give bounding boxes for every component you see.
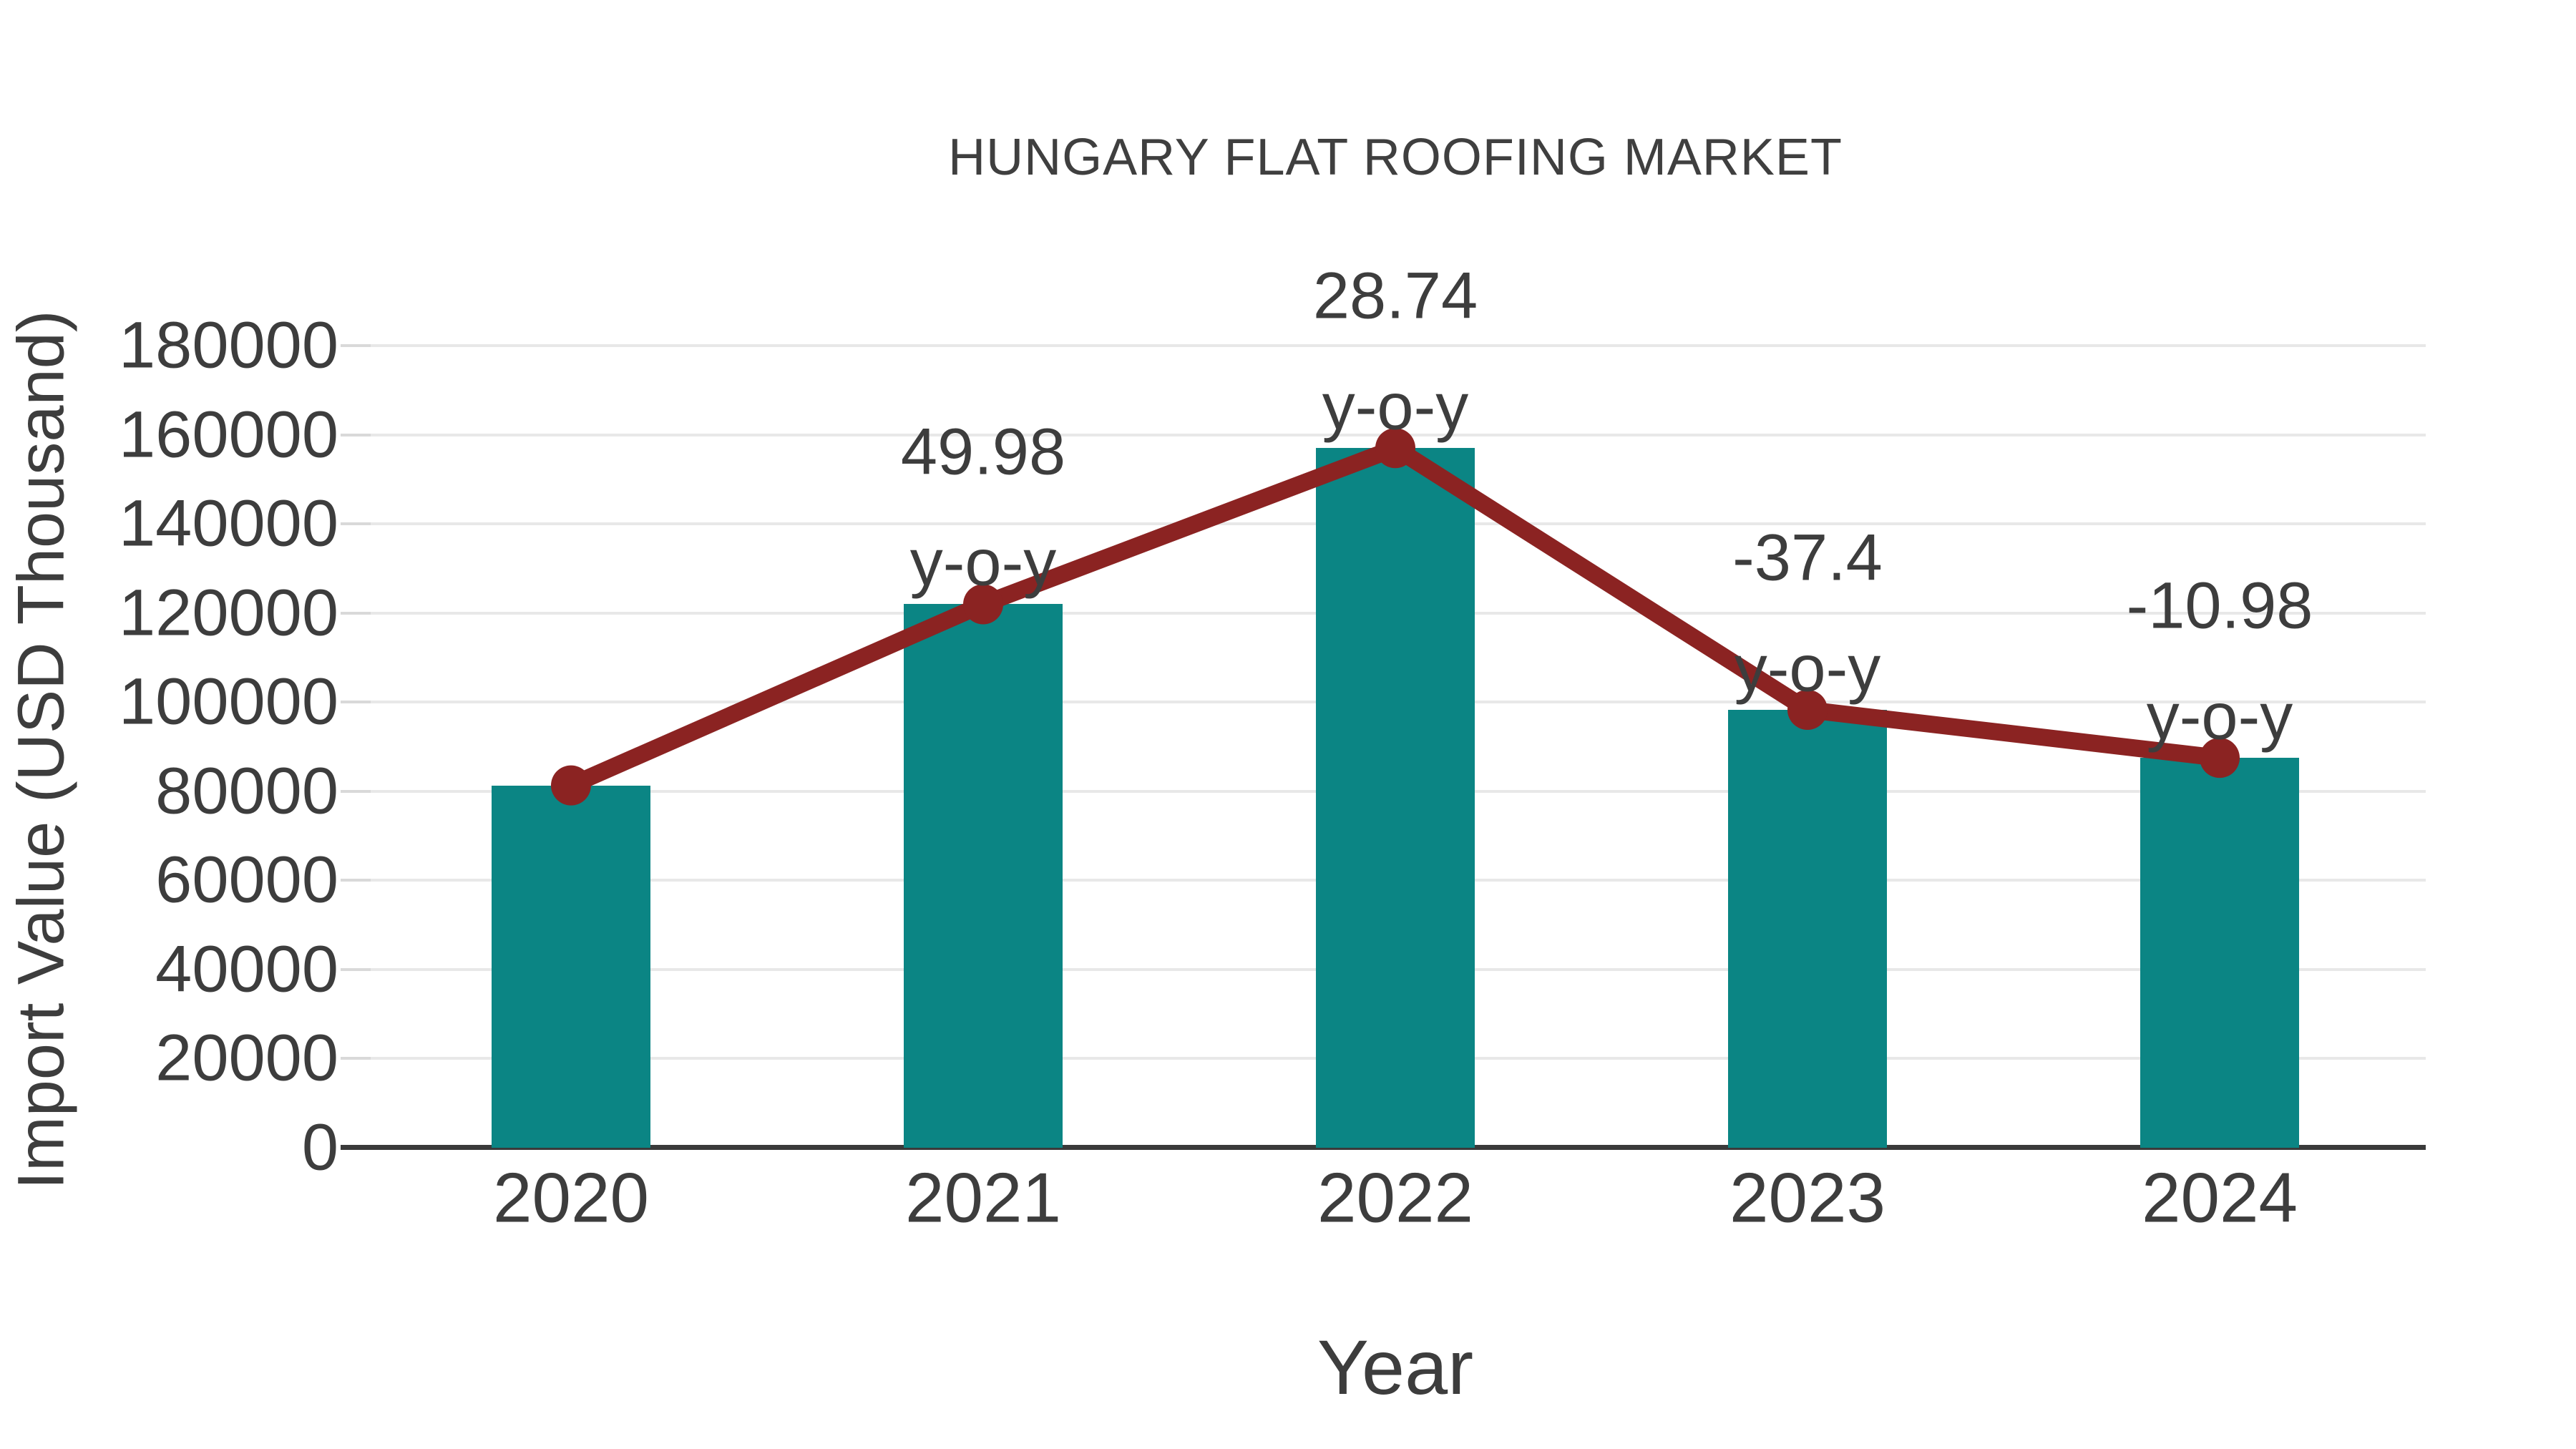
- chart-title: HUNGARY FLAT ROOFING MARKET: [948, 129, 1843, 186]
- line-point-2022: [1375, 428, 1415, 469]
- line-point-2020: [551, 765, 591, 806]
- x-tick-label-2024: 2024: [2141, 1158, 2298, 1237]
- y-axis-title: Import Value (USD Thousand): [4, 310, 78, 1190]
- x-tick-label-2020: 2020: [492, 1158, 650, 1237]
- y-tick-label-60000: 60000: [155, 843, 338, 917]
- yoy-sub-label-2022: y-o-y: [1322, 370, 1469, 444]
- y-tick-label-120000: 120000: [119, 576, 338, 650]
- y-tick-mark-80000: [341, 789, 371, 793]
- x-axis-title: Year: [1317, 1324, 1474, 1410]
- y-tick-label-0: 0: [301, 1111, 338, 1184]
- bar-2020: [492, 785, 650, 1148]
- y-tick-mark-120000: [341, 611, 371, 615]
- x-tick-label-2021: 2021: [904, 1158, 1062, 1237]
- yoy-value-label-2024: -10.98: [2126, 569, 2313, 643]
- y-tick-mark-160000: [341, 433, 371, 436]
- x-tick-label-2022: 2022: [1317, 1158, 1474, 1237]
- yoy-sub-label-2023: y-o-y: [1734, 632, 1881, 706]
- gridline-180000: [365, 344, 2426, 348]
- yoy-value-label-2021: 49.98: [900, 415, 1066, 489]
- bar-2022: [1316, 448, 1475, 1148]
- y-tick-mark-20000: [341, 1057, 371, 1060]
- y-tick-label-20000: 20000: [155, 1021, 338, 1095]
- yoy-value-label-2022: 28.74: [1312, 259, 1478, 333]
- bar-2021: [904, 604, 1063, 1148]
- yoy-value-label-2023: -37.4: [1732, 521, 1883, 595]
- line-point-2023: [1787, 689, 1828, 730]
- y-tick-label-80000: 80000: [155, 754, 338, 828]
- y-tick-label-40000: 40000: [155, 932, 338, 1006]
- y-tick-label-160000: 160000: [119, 398, 338, 472]
- y-tick-mark-100000: [341, 701, 371, 704]
- y-tick-label-140000: 140000: [119, 487, 338, 560]
- plot-area: 0 20000 40000 60000 80000 100000 120000 140000 1…: [119, 260, 2426, 1237]
- yoy-sub-label-2024: y-o-y: [2146, 680, 2293, 753]
- yoy-sub-label-2021: y-o-y: [909, 526, 1057, 600]
- yoy-line-layer: [551, 428, 2240, 806]
- y-tick-mark-40000: [341, 967, 371, 971]
- y-tick-label-100000: 100000: [119, 665, 338, 738]
- y-tick-mark-140000: [341, 522, 371, 526]
- bar-2024: [2140, 758, 2299, 1148]
- y-tick-mark-60000: [341, 879, 371, 882]
- line-point-2021: [963, 584, 1003, 625]
- line-point-2024: [2200, 738, 2240, 779]
- x-tick-label-2023: 2023: [1729, 1158, 1886, 1237]
- y-tick-mark-180000: [341, 344, 371, 348]
- y-tick-label-180000: 180000: [119, 308, 338, 382]
- yoy-line: [567, 438, 2221, 794]
- bar-2023: [1728, 709, 1887, 1148]
